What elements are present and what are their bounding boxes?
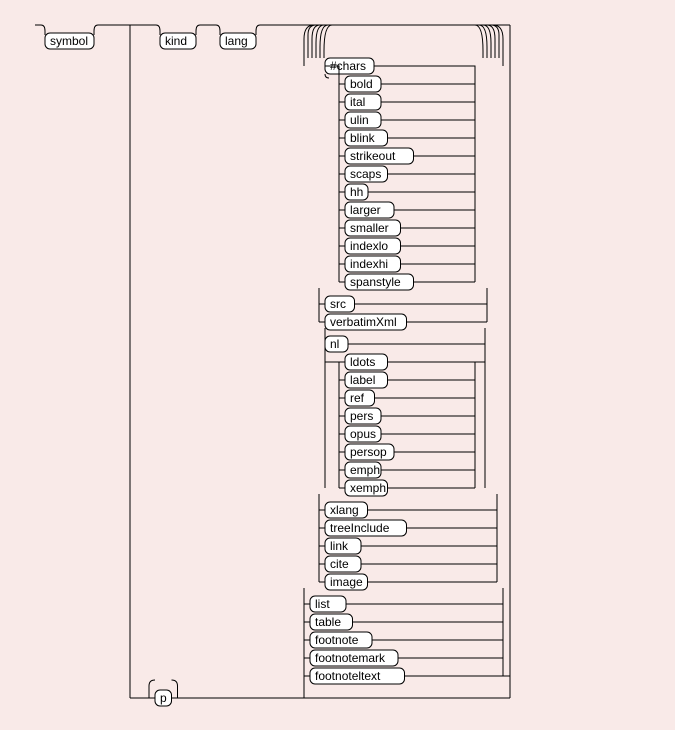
node-xemph-label: xemph [350,481,386,495]
node-bold-label: bold [350,77,373,91]
node-opus-label: opus [350,427,376,441]
node-scaps-label: scaps [350,167,381,181]
node-spanstyle-label: spanstyle [350,275,401,289]
node-xlang-label: xlang [330,503,359,517]
node-emph-label: emph [350,463,380,477]
node-indexlo-label: indexlo [350,239,388,253]
node-footnoteltext-label: footnoteltext [315,669,381,683]
node-ulin-label: ulin [350,113,369,127]
node-blink-label: blink [350,131,376,145]
node-ref-label: ref [350,391,365,405]
node-footnotemark-label: footnotemark [315,651,386,665]
node-strikeout-label: strikeout [350,149,396,163]
node-verbatimXml-label: verbatimXml [330,315,397,329]
node-hh-label: hh [350,185,363,199]
node-list-label: list [315,597,330,611]
node-smaller-label: smaller [350,221,389,235]
node-ldots-label: ldots [350,355,375,369]
node-lang-label: lang [225,34,248,48]
node-treeInclude-label: treeInclude [330,521,390,535]
node-link-label: link [330,539,349,553]
node-label-label: label [350,373,375,387]
node-footnote-label: footnote [315,633,359,647]
node-indexhi-label: indexhi [350,257,388,271]
node-table-label: table [315,615,341,629]
node-nl-label: nl [330,337,339,351]
node-p-label: p [160,691,167,705]
node-ital-label: ital [350,95,365,109]
node-kind-label: kind [165,34,187,48]
node-cite-label: cite [330,557,349,571]
node-persop-label: persop [350,445,387,459]
node-pers-label: pers [350,409,373,423]
node-larger-label: larger [350,203,381,217]
node-symbol-label: symbol [50,34,88,48]
node-image-label: image [330,575,363,589]
node-src-label: src [330,297,346,311]
